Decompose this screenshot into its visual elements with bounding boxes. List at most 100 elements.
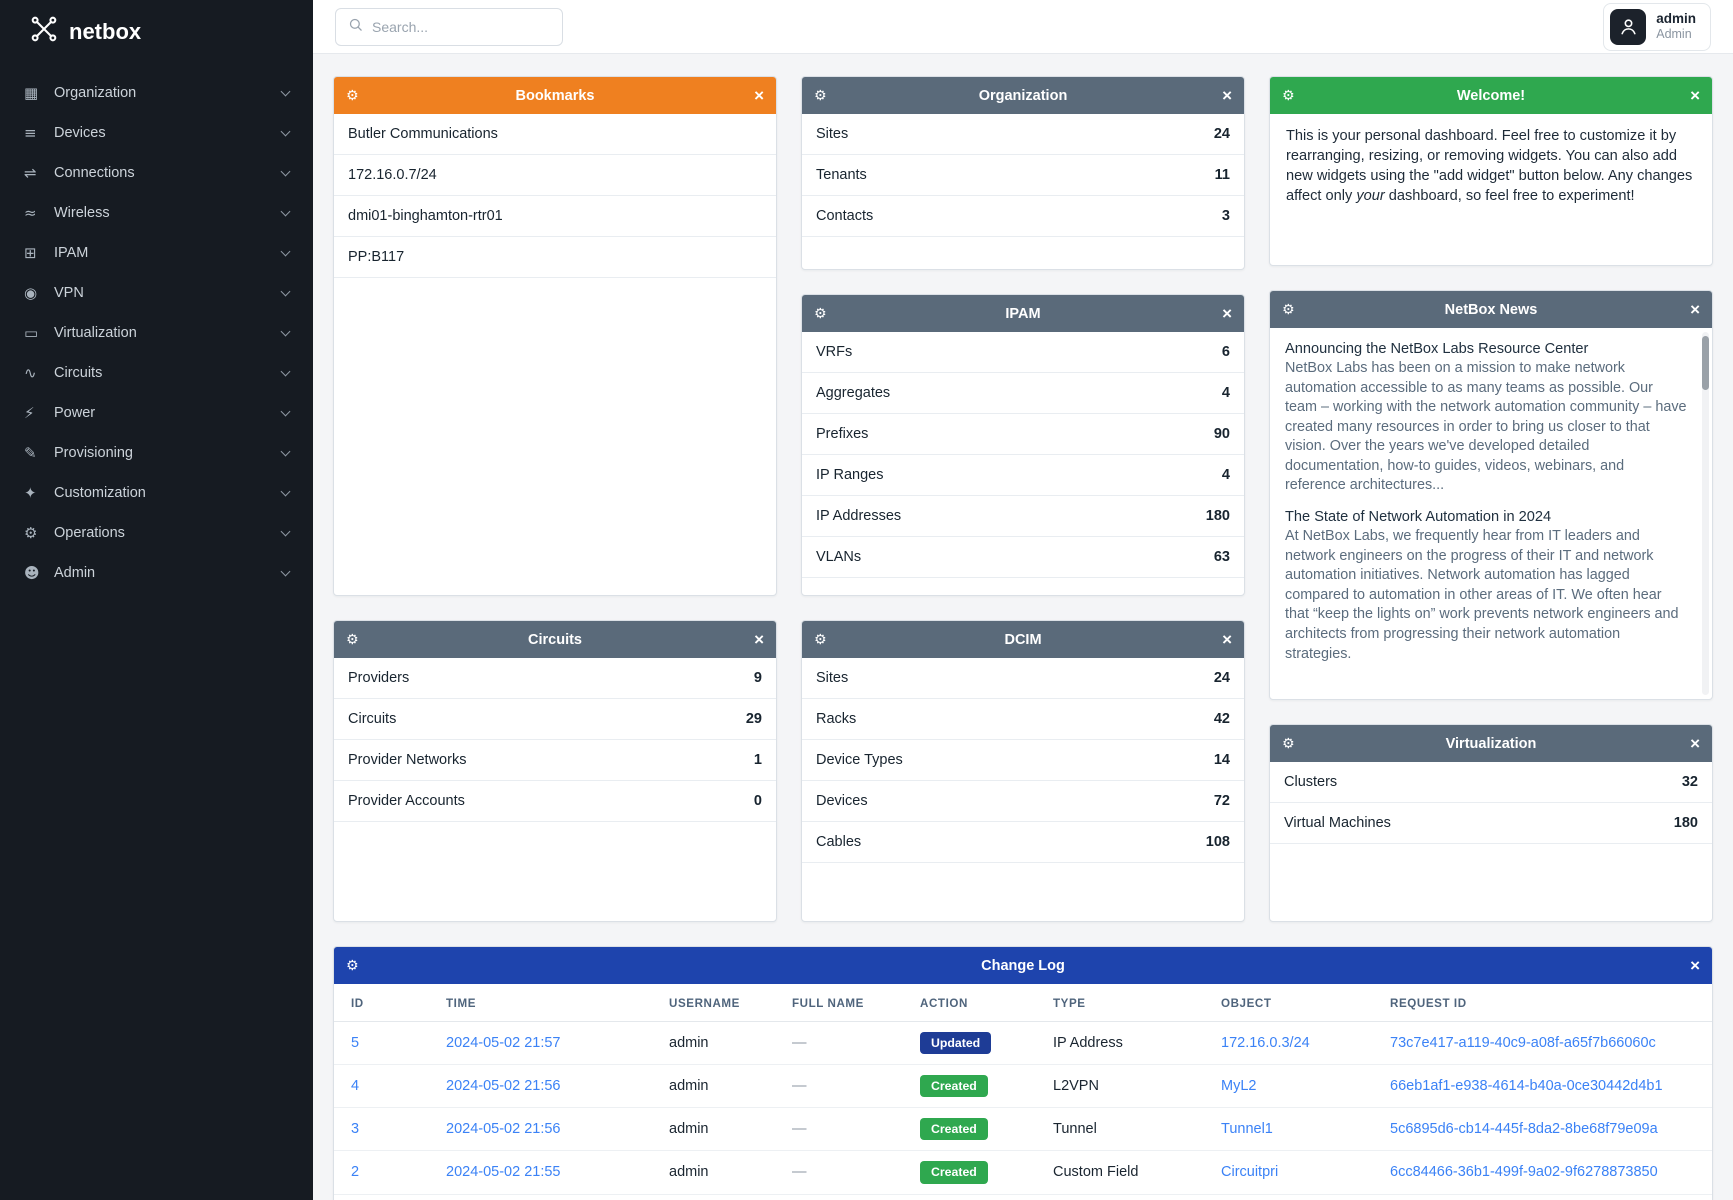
sidebar-item-wireless[interactable]: ≈ Wireless (0, 193, 313, 233)
widget-dcim: ⚙ DCIM × Sites 24 Racks 42 (801, 620, 1245, 922)
sidebar-item-label: Devices (54, 125, 106, 141)
close-icon[interactable]: × (1690, 86, 1700, 105)
gear-icon[interactable]: ⚙ (346, 631, 359, 648)
gear-icon[interactable]: ⚙ (346, 957, 359, 974)
changelog-time-link[interactable]: 2024-05-02 21:57 (446, 1035, 561, 1052)
gear-icon[interactable]: ⚙ (814, 305, 827, 322)
dashboard-column-2: ⚙ Organization × Sites 24 Tenants 11 (801, 76, 1245, 922)
sidebar-item-label: Admin (54, 565, 96, 581)
close-icon[interactable]: × (1690, 734, 1700, 753)
widget-title: IPAM (1005, 305, 1041, 322)
close-icon[interactable]: × (1690, 300, 1700, 319)
close-icon[interactable]: × (754, 86, 764, 105)
user-menu-button[interactable]: admin Admin (1603, 2, 1711, 51)
table-header-row: ID TIME USERNAME FULL NAME ACTION TYPE O… (334, 984, 1712, 1022)
gear-icon[interactable]: ⚙ (1282, 735, 1295, 752)
sidebar-item-organization[interactable]: ▦ Organization (0, 73, 313, 113)
gear-icon[interactable]: ⚙ (1282, 87, 1295, 104)
changelog-type: L2VPN (1043, 1064, 1211, 1109)
changelog-type: Tunnel (1043, 1107, 1211, 1152)
sidebar-item-power[interactable]: ⚡ Power (0, 393, 313, 433)
changelog-id-link[interactable]: 5 (351, 1035, 360, 1052)
connections-icon: ⇌ (24, 164, 37, 182)
close-icon[interactable]: × (1222, 304, 1232, 323)
devices-icon: ≡ (24, 124, 37, 142)
stat-row: VLANs 63 (802, 537, 1244, 578)
sidebar-item-connections[interactable]: ⇌ Connections (0, 153, 313, 193)
sidebar-item-label: Operations (54, 525, 125, 541)
bookmark-item[interactable]: Butler Communications (334, 114, 776, 155)
changelog-time-link[interactable]: 2024-05-02 21:56 (446, 1121, 561, 1138)
admin-icon: ☻ (24, 564, 40, 582)
ipam-stats: VRFs 6 Aggregates 4 Prefixes 90 (802, 332, 1244, 578)
news-scrollbar[interactable] (1702, 332, 1709, 695)
changelog-request-id-link[interactable]: 5c6895d6-cb14-445f-8da2-8be68f79e09a (1390, 1121, 1658, 1138)
bookmarks-list: Butler Communications 172.16.0.7/24 dmi0… (334, 114, 776, 278)
changelog-id-link[interactable]: 3 (351, 1121, 360, 1138)
gear-icon[interactable]: ⚙ (814, 87, 827, 104)
sidebar-item-operations[interactable]: ⚙ Operations (0, 513, 313, 553)
sidebar-item-vpn[interactable]: ◉ VPN (0, 273, 313, 313)
user-role: Admin (1656, 27, 1692, 42)
stat-value: 24 (1213, 126, 1230, 142)
close-icon[interactable]: × (1222, 86, 1232, 105)
news-scrollbar-thumb[interactable] (1702, 336, 1709, 390)
changelog-full-name: — (782, 1194, 910, 1200)
sidebar-item-provisioning[interactable]: ✎ Provisioning (0, 433, 313, 473)
stat-value: 3 (1221, 208, 1230, 224)
changelog-request-id-link[interactable]: 66eb1af1-e938-4614-b40a-0ce30442d4b1 (1390, 1078, 1663, 1095)
changelog-id-link[interactable]: 2 (351, 1164, 360, 1181)
close-icon[interactable]: × (754, 630, 764, 649)
netbox-logo[interactable]: netbox (0, 0, 313, 59)
bookmark-item[interactable]: PP:B117 (334, 237, 776, 278)
sidebar-item-ipam[interactable]: ⊞ IPAM (0, 233, 313, 273)
bookmark-item[interactable]: 172.16.0.7/24 (334, 155, 776, 196)
bookmark-item[interactable]: dmi01-binghamton-rtr01 (334, 196, 776, 237)
chevron-down-icon (280, 406, 291, 417)
widget-title: Virtualization (1445, 735, 1537, 752)
stat-row: IP Ranges 4 (802, 455, 1244, 496)
sidebar-item-circuits[interactable]: ∿ Circuits (0, 353, 313, 393)
chevron-down-icon (280, 366, 291, 377)
gear-icon[interactable]: ⚙ (814, 631, 827, 648)
stat-value: 4 (1221, 467, 1230, 483)
chevron-down-icon (280, 326, 291, 337)
widget-title: NetBox News (1444, 301, 1538, 318)
stat-value: 108 (1205, 834, 1230, 850)
changelog-object-link[interactable]: Circuitpri (1221, 1164, 1279, 1181)
gear-icon[interactable]: ⚙ (346, 87, 359, 104)
changelog-type: IP Address (1043, 1021, 1211, 1066)
sidebar-item-customization[interactable]: ✦ Customization (0, 473, 313, 513)
stat-label: Sites (816, 126, 849, 142)
changelog-object-link[interactable]: MyL2 (1221, 1078, 1257, 1095)
circuits-stats: Providers 9 Circuits 29 Provider Network… (334, 658, 776, 822)
gear-icon[interactable]: ⚙ (1282, 301, 1295, 318)
changelog-object-link[interactable]: Tunnel1 (1221, 1121, 1273, 1138)
stat-row: IP Addresses 180 (802, 496, 1244, 537)
vpn-icon: ◉ (24, 284, 38, 302)
changelog-object-link[interactable]: 172.16.0.3/24 (1221, 1035, 1310, 1052)
close-icon[interactable]: × (1222, 630, 1232, 649)
widget-ipam: ⚙ IPAM × VRFs 6 Aggregates 4 (801, 294, 1245, 596)
close-icon[interactable]: × (1690, 956, 1700, 975)
changelog-username: admin (659, 1021, 782, 1066)
changelog-id-link[interactable]: 4 (351, 1078, 360, 1095)
changelog-request-id-link[interactable]: 73c7e417-a119-40c9-a08f-a65f7b66060c (1390, 1035, 1656, 1052)
sidebar-item-admin[interactable]: ☻ Admin (0, 553, 313, 593)
sidebar-item-virtualization[interactable]: ▭ Virtualization (0, 313, 313, 353)
widget-organization: ⚙ Organization × Sites 24 Tenants 11 (801, 76, 1245, 270)
changelog-time-link[interactable]: 2024-05-02 21:55 (446, 1164, 561, 1181)
stat-value: 11 (1214, 167, 1230, 183)
news-article-title[interactable]: The State of Network Automation in 2024 (1285, 509, 1552, 526)
news-article-title[interactable]: Announcing the NetBox Labs Resource Cent… (1285, 341, 1589, 357)
stat-value: 4 (1221, 385, 1230, 401)
search-input[interactable] (372, 18, 550, 35)
changelog-request-id-link[interactable]: 6cc84466-36b1-499f-9a02-9f6278873850 (1390, 1164, 1658, 1181)
changelog-time-link[interactable]: 2024-05-02 21:56 (446, 1078, 561, 1095)
status-badge: Created (920, 1161, 988, 1184)
news-article[interactable]: The State of Network Automation in 2024 … (1285, 509, 1688, 664)
news-article[interactable]: Announcing the NetBox Labs Resource Cent… (1285, 341, 1688, 496)
stat-value: 63 (1213, 549, 1230, 565)
sidebar-item-devices[interactable]: ≡ Devices (0, 113, 313, 153)
dashboard-column-1: ⚙ Bookmarks × Butler Communications 172.… (333, 76, 777, 922)
